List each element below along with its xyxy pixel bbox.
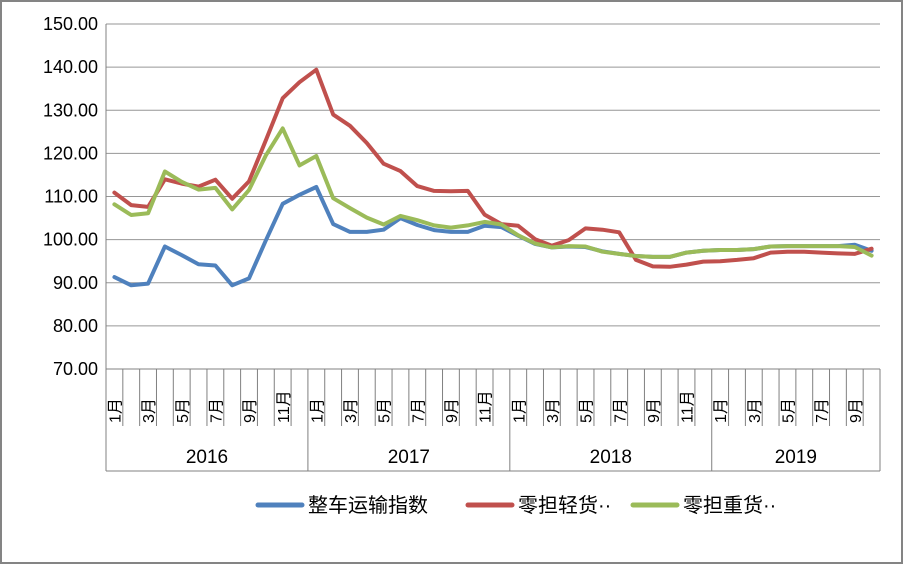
- series-line-1: [112, 67, 874, 269]
- x-month-label: 3月: [343, 398, 360, 423]
- legend-label-1: 零担轻货··: [518, 494, 611, 517]
- y-axis-label: 80.00: [53, 316, 98, 336]
- x-month-label: 11月: [276, 390, 293, 423]
- legend-label-2: 零担重货··: [683, 494, 776, 517]
- x-month-label: 11月: [680, 390, 697, 423]
- x-month-label: 1月: [511, 398, 528, 423]
- y-axis-label: 70.00: [53, 359, 98, 379]
- x-month-label: 7月: [612, 398, 629, 423]
- x-month-label: 3月: [747, 398, 764, 423]
- x-month-label: 5月: [377, 398, 394, 423]
- legend-label-0: 整车运输指数: [308, 494, 428, 517]
- y-axis-label: 120.00: [43, 143, 98, 163]
- x-month-label: 5月: [175, 398, 192, 423]
- x-year-label: 2019: [775, 447, 817, 468]
- y-axis-label: 110.00: [44, 187, 98, 207]
- x-month-label: 1月: [107, 398, 124, 423]
- x-month-label: 7月: [814, 398, 831, 423]
- x-month-label: 11月: [478, 390, 495, 423]
- series-line-2: [112, 126, 874, 259]
- x-month-label: 3月: [545, 398, 562, 423]
- x-month-label: 9月: [646, 398, 663, 423]
- y-axis-label: 130.00: [43, 100, 98, 120]
- y-axis-label: 100.00: [43, 230, 98, 250]
- x-month-label: 5月: [781, 398, 798, 423]
- x-month-label: 3月: [141, 398, 158, 423]
- y-axis-label: 90.00: [53, 273, 98, 293]
- x-month-label: 7月: [208, 398, 225, 423]
- y-axis-label: 140.00: [43, 57, 98, 77]
- x-year-label: 2018: [590, 447, 632, 468]
- x-month-label: 1月: [713, 398, 730, 423]
- x-month-label: 9月: [444, 398, 461, 423]
- y-axis-label: 150.00: [43, 14, 98, 34]
- x-year-label: 2016: [186, 447, 228, 468]
- x-month-label: 9月: [242, 398, 259, 423]
- x-year-label: 2017: [388, 447, 430, 468]
- x-month-label: 1月: [309, 398, 326, 423]
- x-month-label: 5月: [579, 398, 596, 423]
- x-month-label: 9月: [848, 398, 865, 423]
- x-month-label: 7月: [410, 398, 427, 423]
